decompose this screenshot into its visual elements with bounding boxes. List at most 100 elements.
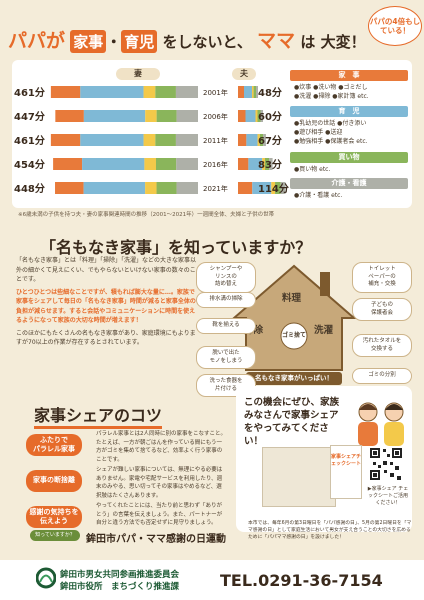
title-dot: ・ <box>106 33 122 51</box>
section-text: 「名もなき家事」とは「料理」「掃除」「洗濯」などの大きな家事以外の細かくて見えに… <box>16 256 196 348</box>
category-heading: 育 児 <box>290 106 408 117</box>
section-paragraph-3: このほかにもたくさんの名もなき家事があり、家庭環境にもよりますが70以上の作業が… <box>16 329 196 347</box>
husband-bar-segment <box>238 110 246 122</box>
category-items: ●介護・看護 etc. <box>294 192 343 199</box>
wife-bar-segment <box>80 134 144 146</box>
page-title: パパが 家事・育児 をしないと、 ママ は 大変！ <box>8 26 378 58</box>
wife-value-label: 461分 <box>14 86 45 99</box>
couple-illustration <box>358 402 404 446</box>
husband-bar-segment <box>252 86 254 98</box>
title-part-papa: パパが <box>8 30 66 52</box>
section-title-share-tips: 家事シェアのコツ <box>34 402 163 429</box>
chore-bubble: 脱いで出た モノをしまう <box>196 346 256 369</box>
category-heading: 介護・看護 <box>290 178 408 189</box>
title-part-d: は <box>300 33 316 51</box>
tip-text: シェアが難しい家事については、無理にやる必要はありません。家電や宅配サービスを利… <box>96 467 223 499</box>
chore-bubble: 汚れたタオルを 交換する <box>352 334 412 357</box>
year-label: 2021年 <box>203 184 228 193</box>
appreciation-day-title: 鉾田市パパ・ママ感謝の日運動 <box>86 534 226 545</box>
husband-bar-segment <box>260 110 263 122</box>
husband-value-label: 67分 <box>258 134 282 147</box>
wife-bar-segment <box>175 134 198 146</box>
title-part-mama: ママ <box>257 30 296 52</box>
title-part-b: をしないと、 <box>162 33 252 51</box>
wife-bar-segment <box>155 86 176 98</box>
category-items: ●乳幼児の世話 ●付き添い ●遊び相手 ●送迎 ●勉強相手 ●保護者会 etc. <box>294 120 368 145</box>
city-logo-icon <box>36 567 56 589</box>
footer <box>0 560 424 600</box>
husband-bar-segment <box>269 158 273 170</box>
wife-bar-segment <box>145 110 157 122</box>
year-label: 2001年 <box>203 88 228 97</box>
chore-bubble: トイレット ペーパーの 補充・交換 <box>352 262 412 293</box>
wife-bar-segment <box>80 86 144 98</box>
chore-bubble: 排水溝の掃除 <box>196 292 256 308</box>
know-tag: 知っていますか？ <box>30 530 80 541</box>
nameless-chores-banner: 名もなき家事がいっぱい！ <box>246 372 342 385</box>
category-items: ●買い物 etc. <box>294 166 331 173</box>
person-body-1 <box>358 422 378 446</box>
chore-bubble: 靴を揃える <box>196 318 256 334</box>
contact-phone[interactable]: TEL.0291-36-7154 <box>220 571 383 590</box>
husband-bar-segment <box>263 134 266 146</box>
house-label-laundry: 洗濯 <box>314 325 334 336</box>
wife-bar-segment <box>155 134 176 146</box>
house-label-cooking: 料理 <box>282 293 302 304</box>
wife-bar-segment <box>82 158 145 170</box>
chore-bubble: ゴミの分別 <box>352 368 412 384</box>
husband-bar-segment <box>271 182 276 194</box>
tip-heading: ふたりで パラレル家事 <box>26 434 82 456</box>
wife-bar-segment <box>156 110 177 122</box>
chore-bubble: シャンプーや リンスの 詰め替え <box>196 262 256 293</box>
title-highlight-housework: 家事 <box>70 30 107 53</box>
house-chimney <box>320 272 330 296</box>
husband-bar-segment <box>244 86 252 98</box>
year-label: 2011年 <box>203 136 228 145</box>
housework-time-chart: 461分 2001年 48分 447分 2006年 60分 461分 2011年 67分 454分… <box>14 86 289 195</box>
husband-bar-segment <box>238 182 253 194</box>
chore-bubble: 子どもの 保護者会 <box>352 298 412 321</box>
share-card-text: この機会にぜひ、家族みなさんで家事シェアをやってみてください！ <box>244 397 340 447</box>
wife-bar-segment <box>53 158 83 170</box>
husband-bar-segment <box>262 158 265 170</box>
husband-value-label: 60分 <box>258 110 282 123</box>
husband-bar-segment <box>245 110 256 122</box>
qr-caption: ▶家事シェア チェックシートご活用ください！ <box>367 486 409 506</box>
legend-wife: 妻 <box>116 68 160 80</box>
husband-value-label: 83分 <box>258 158 282 171</box>
title-highlight-childcare: 育児 <box>121 30 158 53</box>
section-title-nameless-chores: 「名もなき家事」を知っていますか？ <box>40 238 312 257</box>
wife-value-label: 448分 <box>14 182 45 195</box>
category-1: 育 児 ●乳幼児の世話 ●付き添い ●遊び相手 ●送迎 ●勉強相手 ●保護者会 e… <box>290 106 408 148</box>
husband-bar-segment <box>238 158 249 170</box>
husband-bar-segment <box>257 110 261 122</box>
tip-text: パラレル家事とは2人同時に別の家事をこなすこと。たとえば、一方が朝ごはんを作って… <box>96 431 227 463</box>
husband-bar-segment <box>255 110 258 122</box>
year-label: 2006年 <box>203 112 228 121</box>
husband-bar-segment <box>264 158 270 170</box>
wife-bar-segment <box>83 182 146 194</box>
title-part-e: 大変！ <box>320 33 366 51</box>
husband-bar-segment <box>246 134 258 146</box>
wife-bar-segment <box>176 110 198 122</box>
person-hair-1 <box>359 404 377 410</box>
wife-bar-segment <box>176 158 198 170</box>
wife-value-label: 461分 <box>14 134 45 147</box>
organizer-office: 鉾田市役所 まちづくり推進課 <box>60 582 180 592</box>
legend-husband: 夫 <box>232 68 256 80</box>
year-label: 2016年 <box>203 160 228 169</box>
organizer-committee: 鉾田市男女共同参画推進委員会 <box>60 570 180 580</box>
highlight-bubble: パパの4倍もしている！ <box>368 6 422 46</box>
category-0: 家 事 ●炊事 ●洗い物 ●ゴミだし ●洗濯 ●掃除 ●家計簿 etc. <box>290 70 408 103</box>
wife-bar-segment <box>143 134 156 146</box>
tip-heading: 家事の断捨離 <box>26 470 82 492</box>
husband-bar-segment <box>253 86 256 98</box>
wife-bar-segment <box>145 182 157 194</box>
checksheet-booklet-image <box>262 447 336 507</box>
qr-code-icon[interactable] <box>368 446 404 482</box>
appreciation-day-note: 本市では、毎年6月の第3日曜日を「パパ感謝の日」、5月の第2日曜日を「ママ感謝の… <box>248 521 412 540</box>
husband-bar-segment <box>280 182 286 194</box>
husband-bar-segment <box>275 182 281 194</box>
husband-value-label: 114分 <box>258 182 289 195</box>
section-paragraph-2: ひとつひとつは些細なことですが、積もれば膨大な量に…。家族で家事をシェアして毎日… <box>16 288 196 325</box>
